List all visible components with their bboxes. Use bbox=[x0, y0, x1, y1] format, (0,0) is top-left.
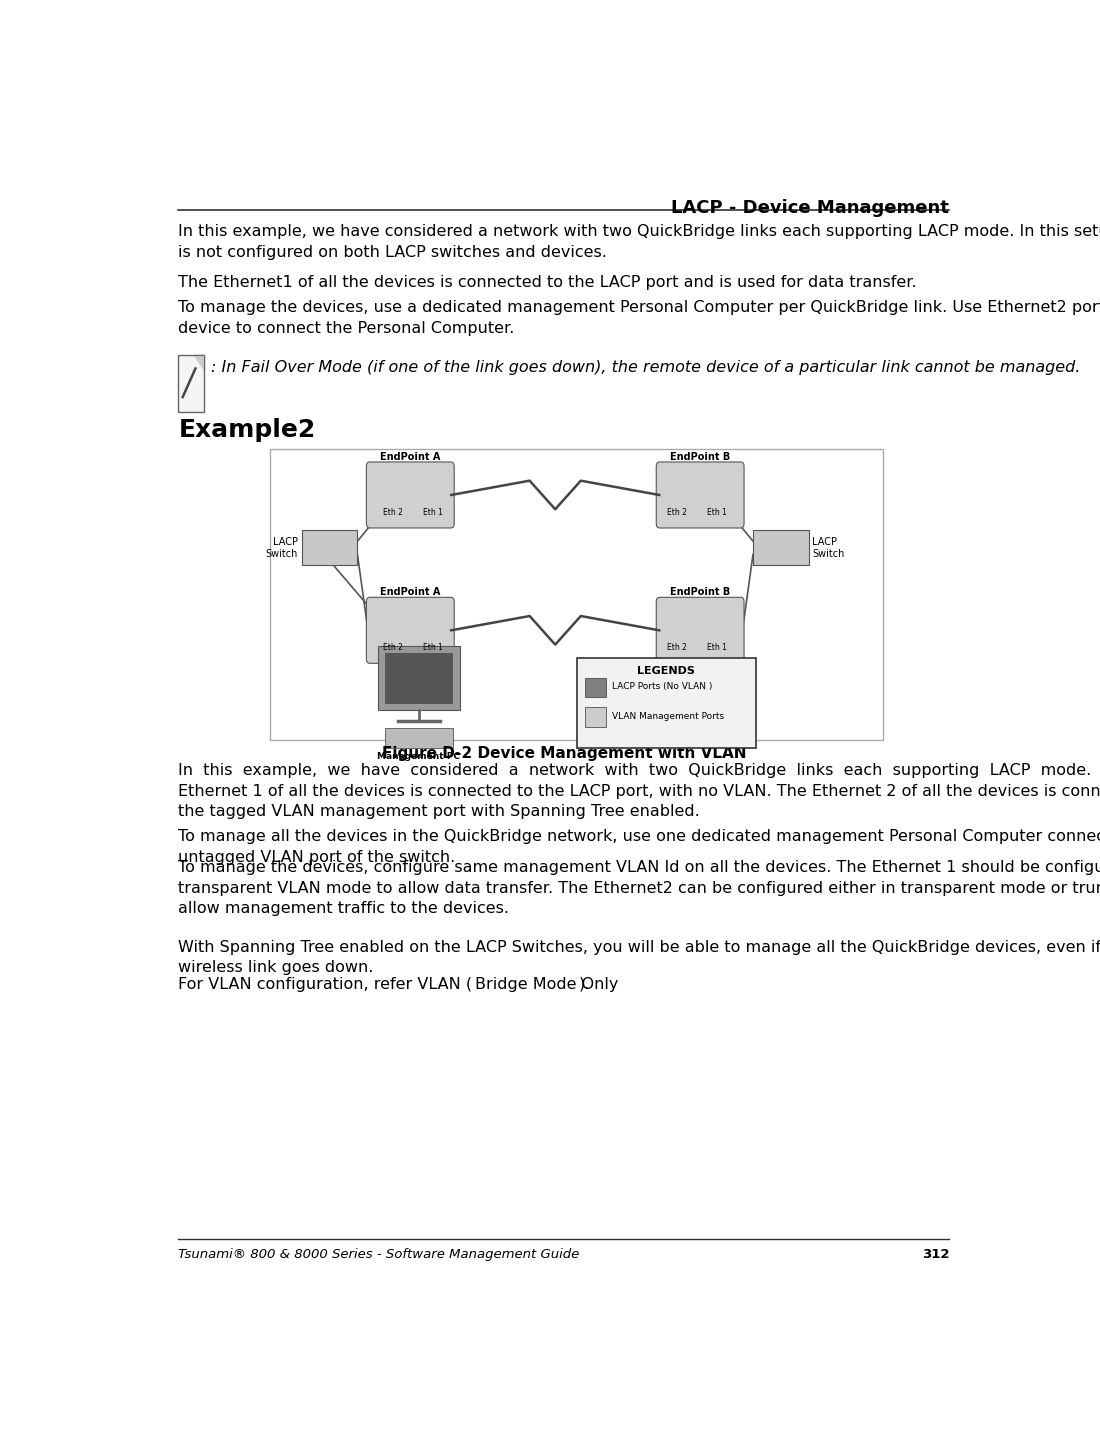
FancyBboxPatch shape bbox=[585, 677, 606, 697]
Text: Bridge Mode Only: Bridge Mode Only bbox=[475, 977, 618, 992]
Text: ).: ). bbox=[579, 977, 591, 992]
Text: The Ethernet1 of all the devices is connected to the LACP port and is used for d: The Ethernet1 of all the devices is conn… bbox=[178, 274, 917, 290]
Text: VLAN Management Ports: VLAN Management Ports bbox=[613, 712, 725, 720]
Polygon shape bbox=[194, 356, 204, 370]
FancyBboxPatch shape bbox=[385, 653, 453, 704]
Text: Eth 2: Eth 2 bbox=[668, 643, 688, 653]
Text: LACP - Device Management: LACP - Device Management bbox=[671, 199, 949, 217]
FancyBboxPatch shape bbox=[301, 530, 358, 566]
FancyBboxPatch shape bbox=[385, 729, 453, 747]
Text: Management PC: Management PC bbox=[377, 753, 460, 762]
Text: LEGENDS: LEGENDS bbox=[637, 666, 695, 676]
Text: Eth 2: Eth 2 bbox=[668, 509, 688, 517]
Text: LACP Ports (No VLAN ): LACP Ports (No VLAN ) bbox=[613, 682, 713, 692]
Text: Eth 1: Eth 1 bbox=[707, 509, 727, 517]
FancyBboxPatch shape bbox=[366, 597, 454, 663]
FancyBboxPatch shape bbox=[754, 530, 808, 566]
Text: EndPoint B: EndPoint B bbox=[670, 587, 730, 597]
Text: To manage the devices, use a dedicated management Personal Computer per QuickBri: To manage the devices, use a dedicated m… bbox=[178, 300, 1100, 336]
FancyBboxPatch shape bbox=[657, 462, 744, 527]
Text: Eth 2: Eth 2 bbox=[383, 509, 404, 517]
Text: To manage the devices, configure same management VLAN Id on all the devices. The: To manage the devices, configure same ma… bbox=[178, 860, 1100, 916]
Text: : In Fail Over Mode (if one of the link goes down), the remote device of a parti: : In Fail Over Mode (if one of the link … bbox=[211, 360, 1080, 374]
Text: With Spanning Tree enabled on the LACP Switches, you will be able to manage all : With Spanning Tree enabled on the LACP S… bbox=[178, 939, 1100, 975]
Text: Eth 1: Eth 1 bbox=[424, 643, 443, 653]
Text: EndPoint A: EndPoint A bbox=[381, 587, 440, 597]
Text: Example2: Example2 bbox=[178, 417, 316, 442]
Text: To manage all the devices in the QuickBridge network, use one dedicated manageme: To manage all the devices in the QuickBr… bbox=[178, 829, 1100, 865]
Text: Eth 1: Eth 1 bbox=[424, 509, 443, 517]
Text: LACP
Switch: LACP Switch bbox=[812, 537, 845, 559]
Text: In  this  example,  we  have  considered  a  network  with  two  QuickBridge  li: In this example, we have considered a ne… bbox=[178, 763, 1100, 819]
Text: EndPoint B: EndPoint B bbox=[670, 452, 730, 462]
Text: LACP
Switch: LACP Switch bbox=[266, 537, 298, 559]
FancyBboxPatch shape bbox=[585, 707, 606, 727]
Text: 312: 312 bbox=[922, 1248, 949, 1260]
Text: EndPoint A: EndPoint A bbox=[381, 452, 440, 462]
FancyBboxPatch shape bbox=[378, 646, 460, 710]
Text: Eth 1: Eth 1 bbox=[707, 643, 727, 653]
Text: Eth 2: Eth 2 bbox=[383, 643, 404, 653]
FancyBboxPatch shape bbox=[576, 657, 756, 747]
FancyBboxPatch shape bbox=[366, 462, 454, 527]
FancyBboxPatch shape bbox=[657, 597, 744, 663]
Text: Figure D-2 Device Management with VLAN: Figure D-2 Device Management with VLAN bbox=[382, 746, 746, 760]
FancyBboxPatch shape bbox=[178, 356, 204, 413]
Text: Tsunami® 800 & 8000 Series - Software Management Guide: Tsunami® 800 & 8000 Series - Software Ma… bbox=[178, 1248, 580, 1260]
Text: For VLAN configuration, refer VLAN (: For VLAN configuration, refer VLAN ( bbox=[178, 977, 473, 992]
Text: In this example, we have considered a network with two QuickBridge links each su: In this example, we have considered a ne… bbox=[178, 224, 1100, 260]
